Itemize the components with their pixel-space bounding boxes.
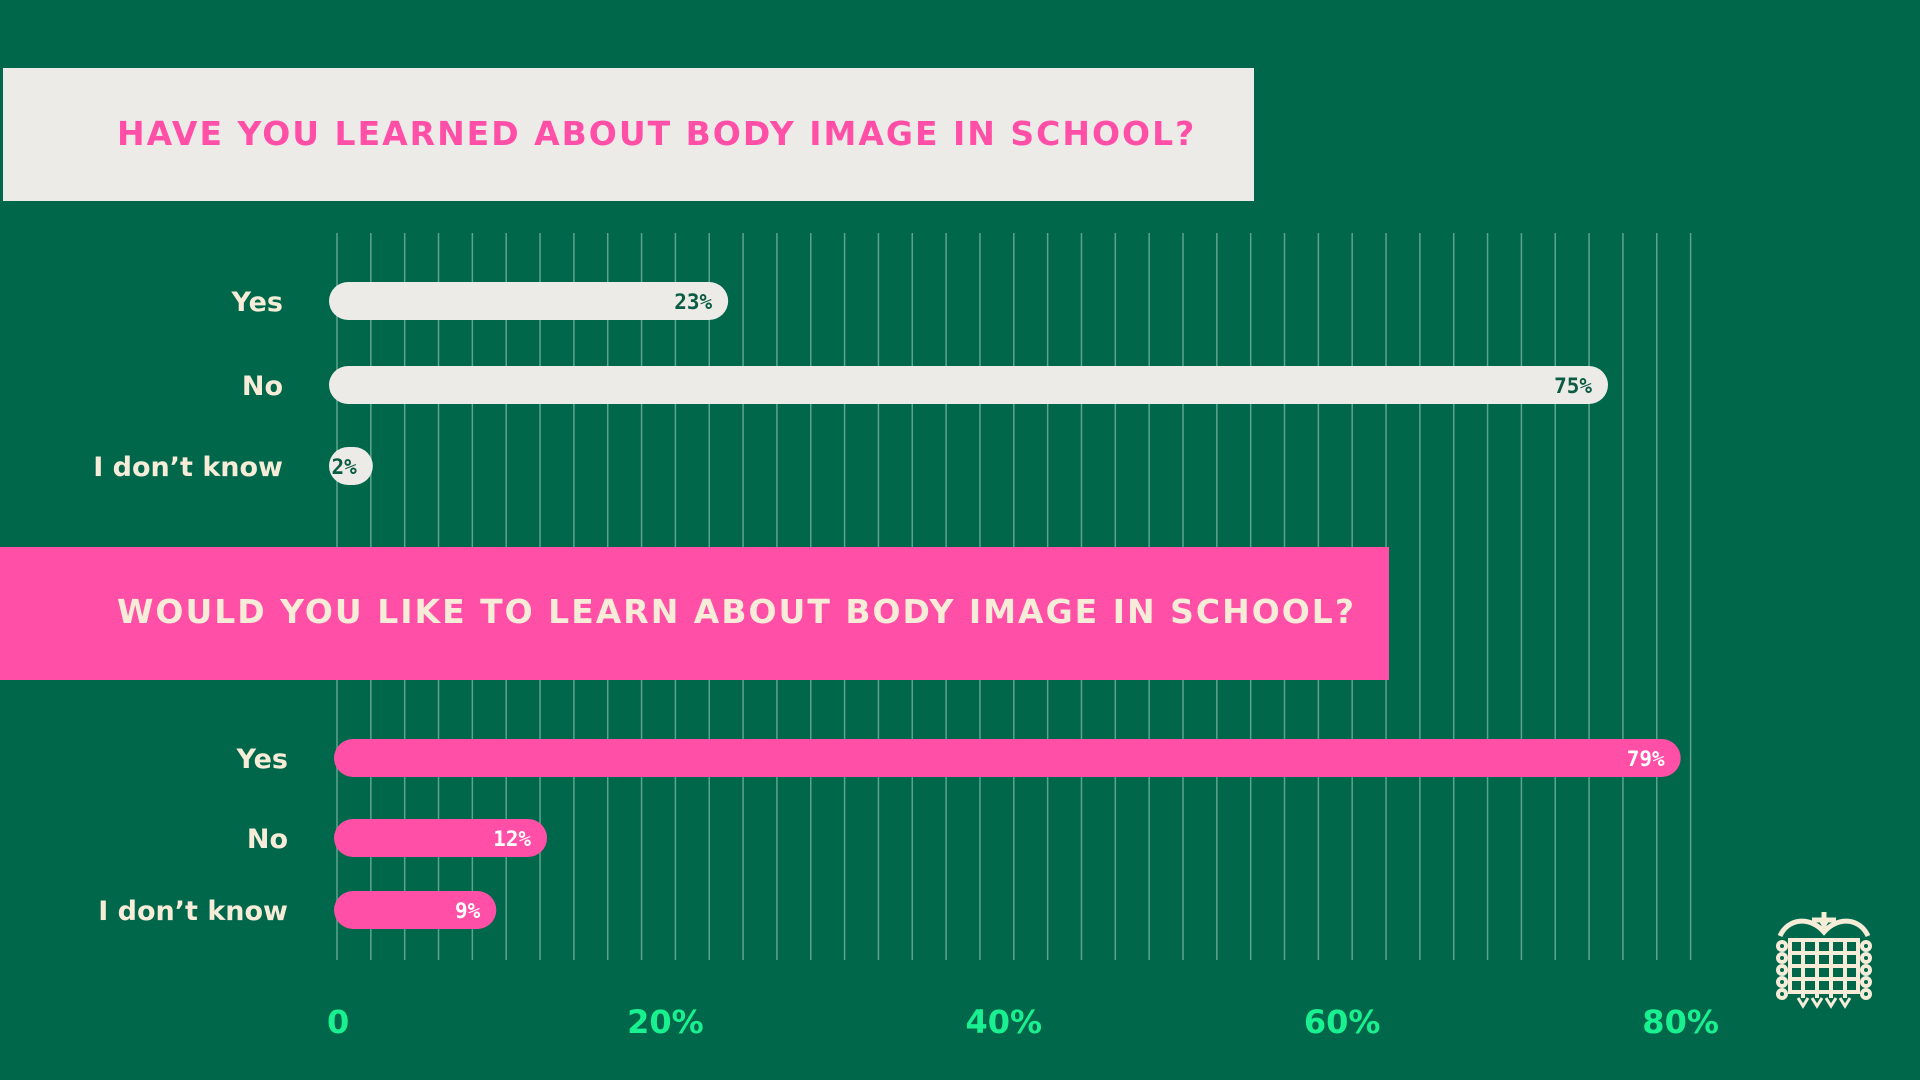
tick-label: 0	[327, 1003, 349, 1041]
bar	[334, 739, 1681, 777]
category-label: I don’t know	[93, 452, 283, 483]
category-label: No	[242, 371, 283, 402]
bar-group-2: Yes 79% No 12% I don’t know 9%	[98, 739, 1681, 929]
category-label: I don’t know	[98, 896, 288, 927]
bar	[329, 282, 729, 320]
category-label: Yes	[236, 744, 288, 775]
bar	[329, 366, 1608, 404]
tick-label: 60%	[1304, 1003, 1381, 1041]
data-label: 23%	[674, 290, 712, 314]
bar-group-1: Yes 23% No 75% I don’t know 2%	[93, 282, 1608, 485]
data-label: 75%	[1554, 374, 1592, 398]
data-label: 2%	[332, 455, 358, 479]
data-label: 79%	[1627, 747, 1665, 771]
tick-label: 80%	[1642, 1003, 1719, 1041]
category-label: Yes	[231, 287, 283, 318]
portcullis-icon	[1776, 912, 1872, 1009]
bar	[334, 891, 497, 929]
title-banner-1	[3, 68, 1254, 201]
bar	[334, 819, 548, 857]
chart-title-1: HAVE YOU LEARNED ABOUT BODY IMAGE IN SCH…	[117, 114, 1196, 153]
tick-label: 20%	[627, 1003, 704, 1041]
tick-label: 40%	[966, 1003, 1043, 1041]
x-axis-ticks: 0 20% 40% 60% 80%	[327, 1003, 1719, 1041]
bar	[329, 447, 373, 485]
category-label: No	[247, 824, 288, 855]
title-banner-2	[0, 547, 1389, 680]
chart-title-2: WOULD YOU LIKE TO LEARN ABOUT BODY IMAGE…	[117, 592, 1356, 631]
data-label: 12%	[493, 827, 531, 851]
data-label: 9%	[455, 899, 481, 923]
